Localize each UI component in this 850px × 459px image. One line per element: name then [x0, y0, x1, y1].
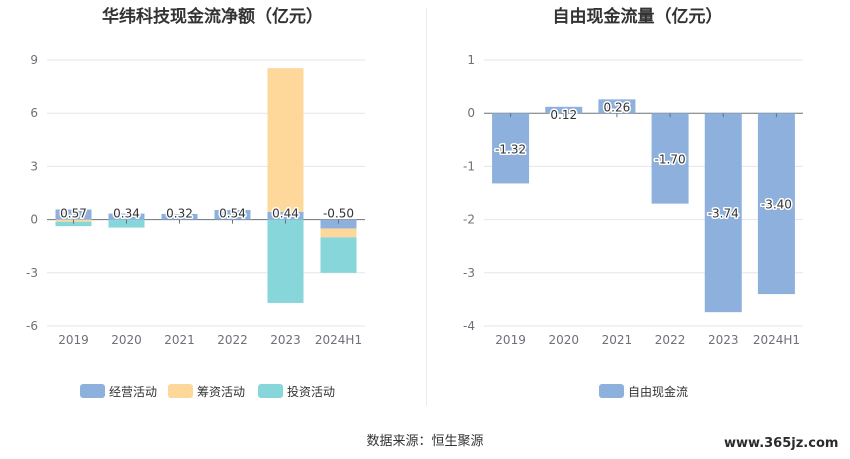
data-label: 0.26: [604, 100, 631, 114]
y-tick-label: -1: [463, 159, 475, 173]
bar-经营活动-2019: [55, 209, 92, 220]
x-tick-label: 2021: [164, 333, 195, 347]
legend-swatch: [599, 384, 624, 398]
bar-投资活动-2023: [267, 219, 304, 303]
y-tick-label: 6: [30, 106, 38, 120]
y-tick-label: 0: [30, 213, 38, 227]
data-label: 0.44: [272, 207, 299, 221]
bar-自由现金流-2023: [704, 113, 742, 313]
legend-swatch: [258, 384, 283, 398]
y-tick-label: 1: [467, 53, 475, 67]
legend-label: 经营活动: [109, 385, 157, 399]
data-label: -3.40: [761, 198, 792, 212]
y-tick-label: -4: [463, 319, 475, 333]
x-tick-label: 2022: [655, 333, 686, 347]
bar-投资活动-2019: [55, 221, 92, 227]
x-tick-label: 2023: [270, 333, 301, 347]
x-tick-label: 2020: [111, 333, 142, 347]
x-tick-label: 2022: [217, 333, 248, 347]
bar-经营活动-2024H1: [320, 219, 357, 229]
y-tick-label: -3: [26, 266, 38, 280]
bar-筹资活动-2023: [267, 68, 304, 212]
x-tick-label: 2024H1: [753, 333, 800, 347]
bar-自由现金流-2022: [651, 113, 689, 204]
legend-label: 投资活动: [287, 384, 335, 399]
bar-自由现金流-2019: [492, 113, 530, 184]
x-tick-label: 2019: [58, 333, 89, 347]
data-label: 0.34: [113, 207, 140, 221]
y-tick-label: -2: [463, 213, 475, 227]
data-label: -1.70: [655, 152, 686, 166]
data-label: 0.12: [550, 108, 577, 122]
bar-投资活动-2024H1: [320, 237, 357, 273]
x-tick-label: 2023: [708, 333, 739, 347]
left-chart-title: 华纬科技现金流净额（亿元）: [102, 7, 323, 27]
x-tick-label: 2020: [548, 333, 579, 347]
y-tick-label: 3: [30, 159, 38, 173]
y-tick-label: -3: [463, 266, 475, 280]
data-source-label: 数据来源：恒生聚源: [366, 434, 484, 449]
data-label: -0.50: [323, 207, 354, 221]
x-tick-label: 2021: [602, 333, 633, 347]
legend-swatch: [168, 384, 193, 398]
data-label: -3.74: [708, 207, 739, 221]
y-tick-label: 0: [467, 106, 475, 120]
legend-swatch: [80, 384, 105, 398]
watermark: www.365jz.com: [724, 436, 839, 451]
y-tick-label: 9: [30, 53, 38, 67]
bar-自由现金流-2024H1: [757, 113, 795, 295]
data-label: -1.32: [495, 142, 526, 156]
data-label: 0.32: [166, 207, 193, 221]
data-label: 0.54: [219, 207, 246, 221]
x-tick-label: 2019: [495, 333, 526, 347]
bar-自由现金流-2020: [545, 106, 583, 114]
x-tick-label: 2024H1: [315, 333, 362, 347]
right-chart-title: 自由现金流量（亿元）: [552, 7, 723, 27]
bar-经营活动-2022: [214, 210, 251, 220]
y-tick-label: -6: [26, 319, 38, 333]
bar-自由现金流-2021: [598, 99, 636, 114]
legend-label: 自由现金流: [628, 384, 688, 399]
legend-label: 筹资活动: [197, 385, 245, 399]
panel-divider: [426, 8, 427, 406]
bar-经营活动-2020: [108, 213, 145, 220]
bar-经营活动-2023: [267, 211, 304, 220]
data-label: 0.57: [60, 207, 87, 221]
bar-筹资活动-2024H1: [320, 228, 357, 238]
bar-经营活动-2021: [161, 213, 198, 220]
